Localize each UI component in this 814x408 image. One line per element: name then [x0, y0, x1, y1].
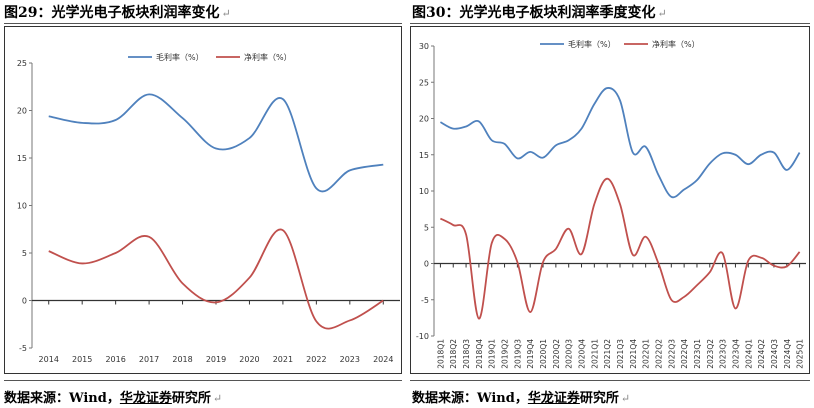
- x-tick-label: 2023Q2: [706, 339, 715, 369]
- x-tick-label: 2022Q1: [642, 339, 651, 369]
- x-tick-label: 2021Q2: [603, 339, 612, 369]
- return-mark: ↵: [657, 7, 667, 20]
- x-tick-label: 2022Q3: [667, 339, 676, 369]
- panel-1-title: 图29：光学光电子板块利润率变化 ↵: [4, 2, 231, 22]
- x-tick-label: 2021Q3: [616, 339, 625, 369]
- y-tick-label: 0: [424, 260, 429, 269]
- panel-2-title: 图30：光学光电子板块利润率季度变化 ↵: [412, 2, 667, 22]
- return-mark: ↵: [221, 7, 231, 20]
- panel-2-source: 数据来源：Wind，华龙证券研究所 ↵: [412, 387, 630, 406]
- x-tick-label: 2023Q4: [731, 339, 740, 369]
- x-tick-label: 2016: [105, 355, 125, 364]
- x-tick-label: 2019Q3: [513, 339, 522, 369]
- x-tick-label: 2021Q1: [590, 339, 599, 369]
- x-tick-label: 2018Q3: [462, 339, 471, 369]
- series-line-gross-margin: [48, 93, 384, 193]
- x-tick-label: 2018Q4: [475, 339, 484, 369]
- x-tick-label: 2021: [273, 355, 293, 364]
- y-tick-label: -10: [416, 332, 429, 341]
- y-tick-label: 0: [22, 297, 27, 306]
- x-tick-label: 2023Q3: [719, 339, 728, 369]
- title-divider: [410, 23, 810, 24]
- x-tick-label: 2020Q4: [578, 339, 587, 369]
- x-tick-label: 2019Q1: [488, 339, 497, 369]
- legend-label: 毛利率（%）: [568, 39, 616, 49]
- x-tick-label: 2020Q2: [552, 339, 561, 369]
- series-line-net-margin: [48, 228, 384, 330]
- y-tick-label: 20: [419, 115, 429, 124]
- x-tick-label: 2018Q1: [436, 339, 445, 369]
- series-line-gross-margin: [439, 87, 801, 199]
- source-prefix: 数据来源：Wind，: [412, 391, 528, 406]
- return-mark: ↵: [620, 392, 631, 405]
- panel-1-source: 数据来源：Wind，华龙证券研究所 ↵: [4, 387, 222, 406]
- legend-label: 净利率（%）: [652, 39, 700, 49]
- x-tick-label: 2019Q4: [526, 339, 535, 369]
- y-tick-label: 5: [424, 223, 429, 232]
- title-divider: [4, 23, 402, 24]
- x-tick-label: 2018: [172, 355, 192, 364]
- x-tick-label: 2022Q4: [680, 339, 689, 369]
- return-mark: ↵: [212, 392, 223, 405]
- y-tick-label: 20: [17, 107, 27, 116]
- y-tick-label: 10: [17, 202, 27, 211]
- x-tick-label: 2024Q2: [757, 339, 766, 369]
- panel-1-title-text: 图29：光学光电子板块利润率变化: [4, 5, 220, 21]
- y-tick-label: 30: [419, 42, 429, 51]
- x-tick-label: 2024: [373, 355, 393, 364]
- legend-label: 毛利率（%）: [156, 52, 204, 62]
- x-tick-label: 2025Q1: [796, 339, 805, 369]
- x-tick-label: 2024Q1: [744, 339, 753, 369]
- x-tick-label: 2022Q2: [654, 339, 663, 369]
- x-tick-label: 2020Q3: [565, 339, 574, 369]
- x-tick-label: 2019Q2: [501, 339, 510, 369]
- source-suffix: 研究所: [171, 391, 211, 406]
- source-divider: [4, 380, 402, 381]
- chart-1: -5 0 5 10 15 20 25 2014 2015 2016 2017 2018 2019 2020…: [17, 52, 400, 364]
- y-tick-label: -5: [19, 344, 27, 353]
- x-tick-label: 2022: [306, 355, 326, 364]
- y-tick-label: 15: [17, 154, 27, 163]
- y-tick-label: 25: [17, 59, 27, 68]
- y-tick-label: 5: [22, 249, 27, 258]
- source-divider: [410, 380, 810, 381]
- panel-2-title-text: 图30：光学光电子板块利润率季度变化: [412, 5, 656, 21]
- x-tick-label: 2024Q3: [770, 339, 779, 369]
- chart-2: -10 -5 0 5 10 15 20 25 30 2018Q1 2018Q2 2018Q3 2018Q…: [416, 39, 806, 369]
- x-tick-label: 2019: [206, 355, 226, 364]
- y-tick-label: -5: [421, 296, 429, 305]
- x-tick-label: 2020Q1: [539, 339, 548, 369]
- x-tick-label: 2024Q4: [783, 339, 792, 369]
- x-tick-label: 2023: [340, 355, 360, 364]
- legend-label: 净利率（%）: [244, 52, 292, 62]
- y-tick-label: 15: [419, 151, 429, 160]
- y-tick-label: 25: [419, 78, 429, 87]
- x-tick-label: 2023Q1: [693, 339, 702, 369]
- x-tick-label: 2021Q4: [629, 339, 638, 369]
- x-tick-label: 2020: [239, 355, 259, 364]
- chart-2-frame: [410, 26, 810, 374]
- source-brand: 华龙证券: [119, 391, 172, 406]
- source-suffix: 研究所: [579, 391, 619, 406]
- source-brand: 华龙证券: [527, 391, 580, 406]
- y-tick-label: 10: [419, 187, 429, 196]
- series-line-net-margin: [440, 177, 801, 320]
- x-tick-label: 2014: [39, 355, 59, 364]
- x-tick-label: 2018Q2: [449, 339, 458, 369]
- chart-1-frame: [4, 26, 402, 374]
- source-prefix: 数据来源：Wind，: [4, 391, 120, 406]
- x-tick-label: 2017: [139, 355, 159, 364]
- x-tick-label: 2015: [72, 355, 92, 364]
